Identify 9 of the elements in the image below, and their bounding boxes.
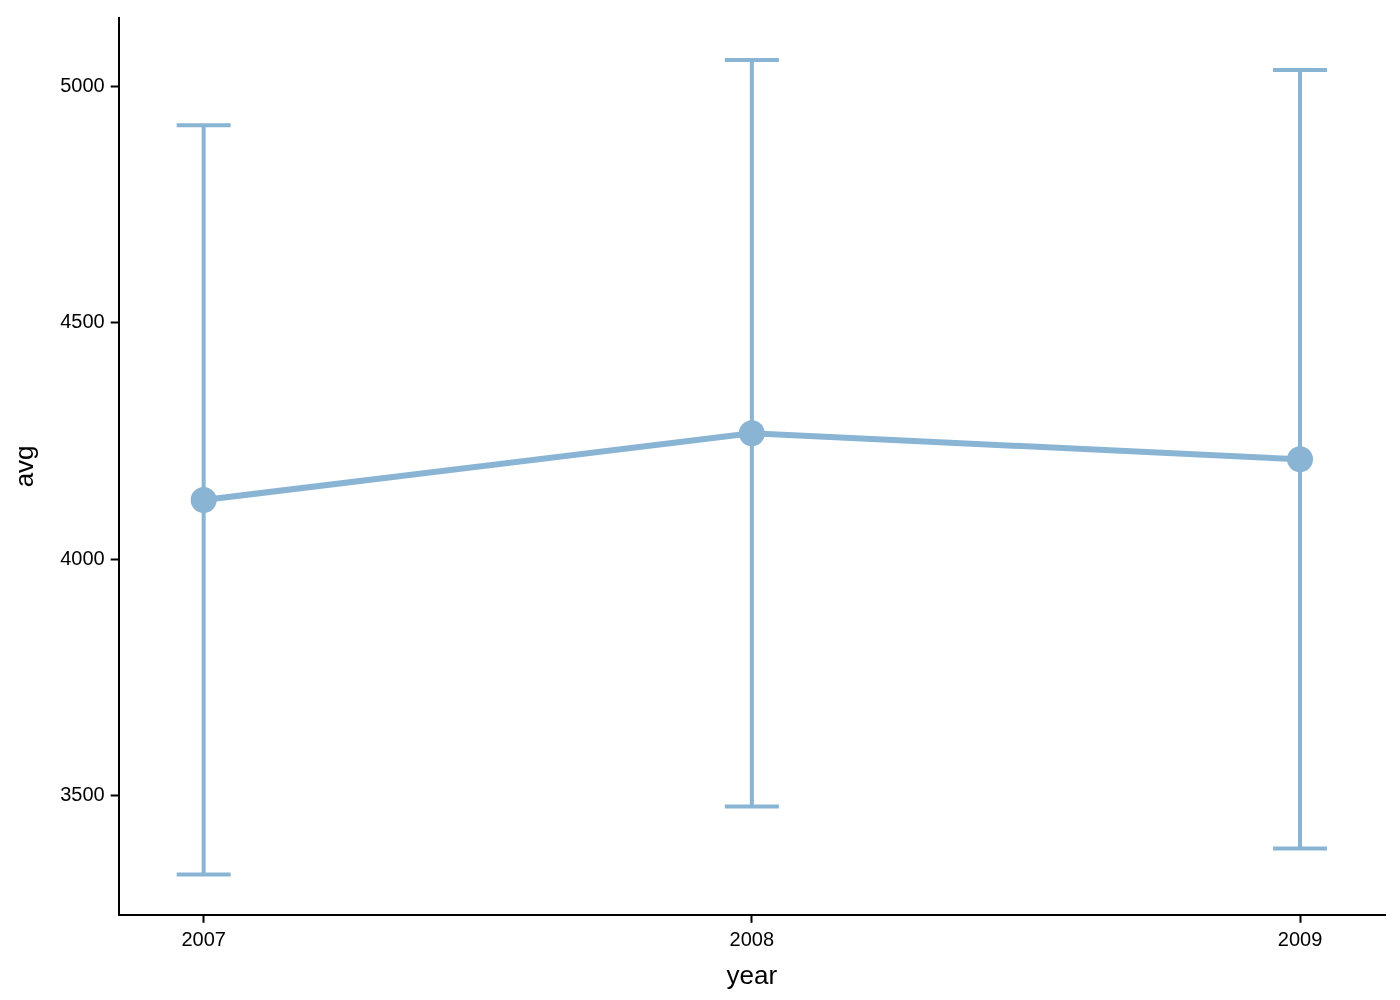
x-axis-title: year [726, 959, 778, 990]
y-tick-label: 4500 [60, 310, 105, 333]
y-axis-title: avg [8, 445, 39, 488]
y-tick-label: 3500 [60, 783, 105, 806]
x-tick-label: 2008 [729, 928, 775, 951]
y-tick-label: 4000 [60, 546, 105, 569]
x-tick-label: 2009 [1277, 928, 1323, 951]
y-tick-label: 5000 [60, 73, 105, 96]
x-tick-label: 2007 [181, 928, 226, 951]
